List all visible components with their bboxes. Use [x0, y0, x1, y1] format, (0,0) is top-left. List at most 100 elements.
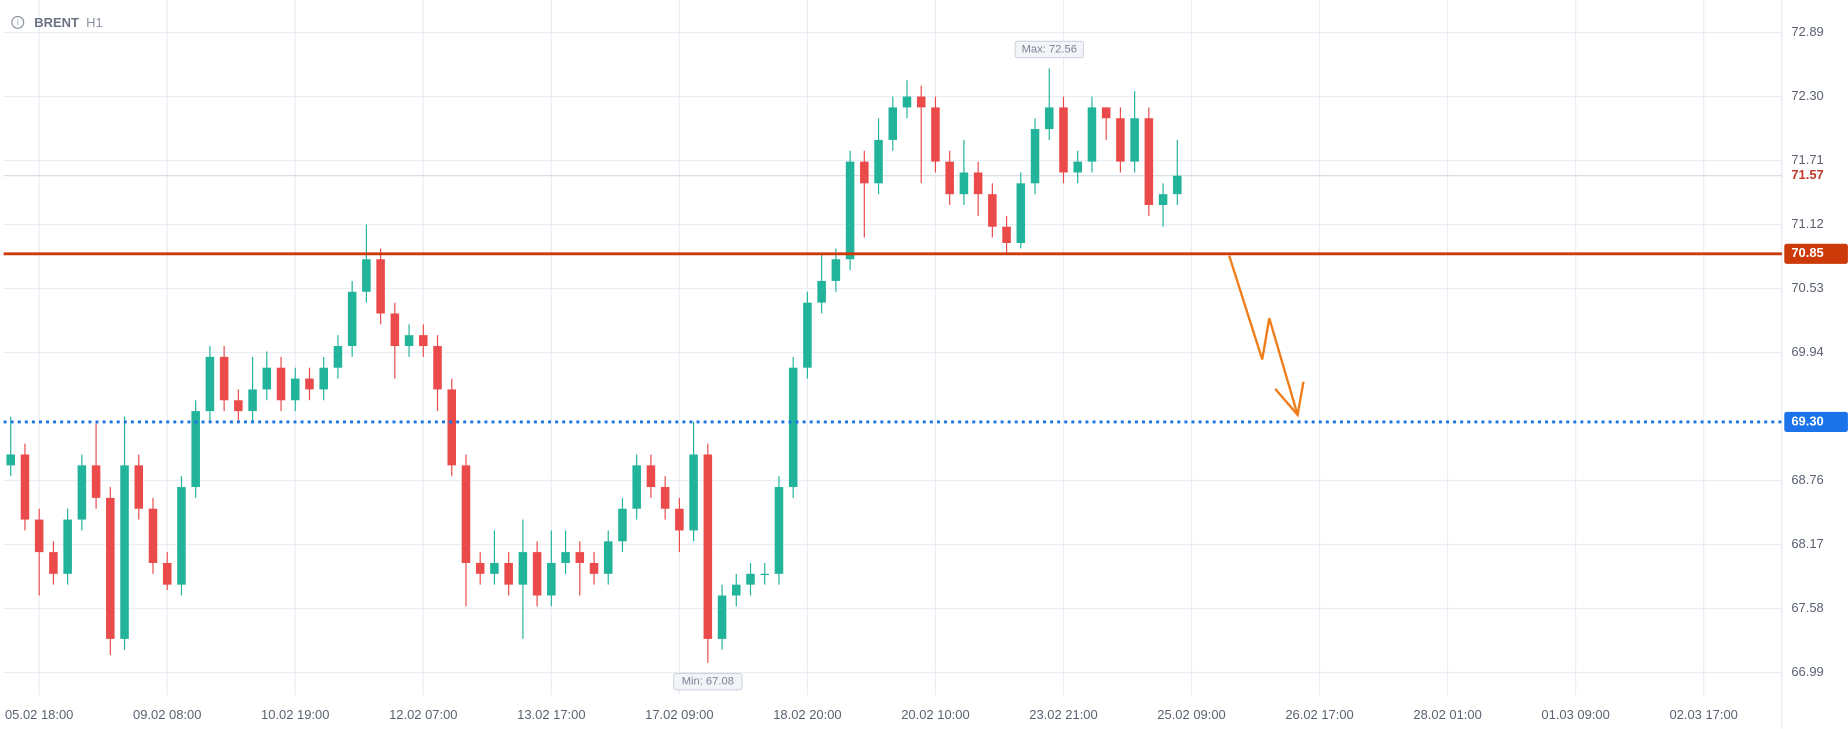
- candle-body: [34, 519, 44, 553]
- candle-body: [803, 302, 812, 368]
- x-tick-label: 20.02 10:00: [901, 707, 969, 722]
- candle-body: [305, 378, 314, 390]
- candle-body: [646, 465, 656, 488]
- max-label-box: [1014, 40, 1084, 59]
- x-tick-label: 28.02 01:00: [1413, 707, 1481, 722]
- y-tick-label: 68.76: [1791, 472, 1823, 487]
- candle-body: [162, 562, 172, 585]
- x-tick-label: 13.02 17:00: [517, 707, 585, 722]
- info-icon-glyph: i: [17, 18, 19, 27]
- level-tag: [1784, 243, 1848, 264]
- timeframe: H1: [86, 15, 103, 30]
- arrow-head: [1274, 381, 1305, 418]
- candle-body: [390, 313, 400, 347]
- candle-body: [603, 541, 613, 574]
- candle-body: [63, 519, 72, 574]
- candle-body: [49, 552, 58, 574]
- candle-body: [1130, 118, 1139, 162]
- candle-body: [148, 508, 158, 563]
- candle-body: [234, 400, 243, 412]
- candle-body: [419, 335, 428, 347]
- candle-body: [134, 465, 144, 509]
- y-tick-label: 72.30: [1791, 88, 1823, 103]
- candle-body: [817, 280, 826, 303]
- candle-body: [347, 291, 357, 347]
- candle-body: [276, 367, 286, 401]
- y-tick-label: 71.12: [1791, 216, 1823, 231]
- candle-body: [959, 172, 969, 195]
- candle-body: [618, 508, 627, 542]
- candle-body: [77, 465, 87, 520]
- candle-body: [518, 552, 528, 585]
- candle-body: [532, 552, 542, 596]
- y-tick-label: 68.17: [1791, 536, 1823, 551]
- candle-body: [1044, 107, 1054, 130]
- candle-body: [860, 161, 869, 184]
- candle-body: [120, 465, 129, 639]
- candle-body: [177, 487, 186, 585]
- x-tick-label: 02.03 17:00: [1669, 707, 1737, 722]
- x-tick-label: 25.02 09:00: [1157, 707, 1225, 722]
- candle-body: [988, 194, 997, 227]
- x-tick-label: 12.02 07:00: [389, 707, 457, 722]
- plot: [6, 68, 1182, 663]
- candle-body: [660, 487, 670, 509]
- candle-body: [1101, 107, 1111, 119]
- candle-body: [404, 335, 414, 347]
- info-icon[interactable]: [11, 15, 25, 29]
- x-tick-label: 05.02 18:00: [5, 707, 73, 722]
- level-label: 70.85: [1791, 245, 1823, 260]
- candle-body: [1016, 183, 1026, 243]
- candle-body: [632, 465, 641, 509]
- candle-body: [248, 389, 257, 412]
- candle-body: [746, 573, 755, 585]
- candle-body: [1087, 107, 1097, 162]
- candle-body: [1030, 129, 1040, 184]
- candle-body: [675, 508, 684, 531]
- x-tick-label: 26.02 17:00: [1285, 707, 1353, 722]
- y-tick-label: 67.58: [1791, 600, 1823, 615]
- candle-body: [703, 454, 713, 639]
- candle-body: [319, 367, 328, 390]
- candle-body: [333, 346, 343, 368]
- y-tick-label: 71.71: [1791, 152, 1823, 167]
- candle-body: [91, 465, 101, 498]
- y-tick-label: 72.89: [1791, 24, 1823, 39]
- x-tick-label: 01.03 09:00: [1541, 707, 1609, 722]
- candle-body: [6, 454, 15, 466]
- candle-body: [205, 356, 215, 412]
- candle-body: [902, 96, 912, 108]
- candle-body: [973, 172, 983, 195]
- candle-body: [717, 595, 727, 639]
- candle-body: [831, 259, 841, 281]
- candle-body: [262, 367, 272, 390]
- candle-body: [774, 487, 784, 574]
- candle-body: [1173, 175, 1182, 195]
- candle-body: [433, 346, 442, 390]
- candle-body: [376, 259, 385, 314]
- candle-body: [1059, 107, 1068, 173]
- y-tick-label: 70.53: [1791, 280, 1823, 295]
- overlay: 72.89 72.30 71.71 71.12 70.53 69.94 68.76 68.17…: [3, 24, 1848, 722]
- candle-body: [20, 454, 30, 520]
- max-label: Max: 72.56: [1022, 43, 1077, 55]
- candle-body: [845, 161, 855, 260]
- candle-body: [504, 562, 513, 585]
- min-label-box: [673, 672, 743, 691]
- candle-body: [888, 107, 898, 140]
- candle-body: [1002, 226, 1011, 243]
- candle-body: [219, 356, 229, 401]
- symbol: BRENT: [34, 15, 79, 30]
- y-tick-label: 66.99: [1791, 664, 1823, 679]
- candle-body: [561, 552, 570, 563]
- candle-body: [106, 497, 115, 639]
- x-tick-label: 18.02 20:00: [773, 707, 841, 722]
- candle-body: [689, 454, 698, 531]
- forecast-arrow: [1228, 255, 1305, 418]
- arrow-path: [1228, 255, 1299, 416]
- candle-body: [589, 562, 599, 574]
- candle-body: [490, 562, 499, 574]
- candle-body: [1158, 194, 1168, 206]
